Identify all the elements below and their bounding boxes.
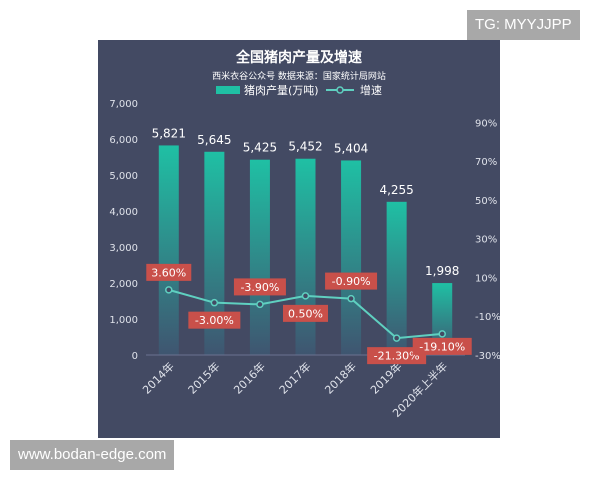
growth-label: -0.90%: [325, 272, 378, 290]
x-axis-tick-label: 2015年: [185, 359, 222, 396]
growth-line: [165, 286, 446, 342]
chart-panel: 全国猪肉产量及增速 西米衣谷公众号 数据来源：国家统计局网站 猪肉产量(万吨) …: [98, 40, 500, 438]
legend-line-label: 增速: [360, 83, 382, 97]
left-axis-tick-label: 1,000: [109, 315, 138, 326]
right-axis-tick-label: 30%: [475, 235, 497, 246]
left-axis-tick-label: 4,000: [109, 207, 138, 218]
right-axis-tick-label: 50%: [475, 196, 497, 207]
legend-line-marker: [336, 86, 344, 94]
x-axis-tick-label: 2016年: [231, 359, 268, 396]
production-bar: [432, 283, 453, 355]
growth-label-box: [412, 337, 472, 355]
growth-point: [347, 294, 355, 303]
production-bar: [295, 158, 316, 355]
chart-title: 全国猪肉产量及增速: [235, 49, 362, 66]
production-bars: [158, 145, 453, 355]
production-bar: [204, 151, 225, 355]
growth-label: -21.30%: [367, 347, 427, 365]
right-axis-tick-label: -10%: [475, 312, 500, 323]
left-axis-tick-label: 6,000: [109, 135, 138, 146]
production-bar-label: 5,821: [152, 126, 186, 140]
x-axis-tick-label: 2018年: [322, 359, 359, 396]
growth-label-text: -19.10%: [419, 340, 465, 353]
legend-bar-swatch: [216, 86, 240, 94]
left-axis: 0 1,000 2,000 3,000 4,000 5,000 6,000 7,000: [109, 99, 138, 362]
growth-label-text: -0.90%: [332, 275, 371, 288]
growth-point: [438, 330, 446, 338]
growth-label: 0.50%: [283, 304, 328, 322]
right-axis-tick-label: 10%: [475, 273, 497, 284]
growth-label: -3.90%: [233, 278, 286, 296]
production-bar-label: 5,404: [334, 141, 368, 155]
growth-point: [392, 334, 401, 342]
growth-label-box: [367, 347, 427, 365]
left-axis-tick-label: 3,000: [109, 243, 138, 254]
left-axis-tick-label: 0: [132, 351, 138, 362]
x-axis-tick-label: 2019年: [367, 359, 404, 396]
growth-point: [210, 298, 219, 307]
growth-label-box: [283, 304, 328, 322]
growth-label-box: [325, 272, 378, 290]
production-bar-labels: 5,821 5,645 5,425 5,452 5,404 4,255 1,998: [152, 126, 460, 278]
left-axis-tick-label: 5,000: [109, 171, 138, 182]
left-axis-tick-label: 2,000: [109, 279, 138, 290]
production-bar-label: 1,998: [425, 264, 459, 278]
growth-label-text: -3.90%: [240, 281, 279, 294]
right-axis: -30% -10% 10% 30% 50% 70% 90%: [475, 118, 500, 362]
production-bar: [386, 201, 407, 355]
legend: 猪肉产量(万吨) 增速: [216, 83, 382, 97]
production-bar: [341, 160, 362, 355]
legend-bar-label: 猪肉产量(万吨): [244, 83, 319, 97]
left-axis-tick-label: 7,000: [109, 99, 138, 110]
right-axis-tick-label: -30%: [475, 351, 500, 362]
production-bar: [158, 145, 179, 355]
right-axis-tick-label: 70%: [475, 157, 497, 168]
growth-point: [256, 300, 264, 309]
chart-subtitle: 西米衣谷公众号 数据来源：国家统计局网站: [212, 70, 386, 82]
right-axis-tick-label: 90%: [475, 118, 497, 129]
tg-watermark: TG: MYYJJPP: [467, 10, 580, 40]
growth-label: 3.60%: [146, 263, 192, 281]
pork-production-chart: 全国猪肉产量及增速 西米衣谷公众号 数据来源：国家统计局网站 猪肉产量(万吨) …: [109, 49, 500, 420]
production-bar-label: 4,255: [379, 183, 413, 197]
growth-label-box: [146, 263, 192, 281]
production-bar-label: 5,452: [288, 140, 322, 154]
growth-label-text: 0.50%: [288, 307, 323, 320]
growth-label-text: -3.00%: [195, 314, 234, 327]
site-watermark: www.bodan-edge.com: [10, 440, 175, 470]
x-axis-tick-label: 2017年: [276, 359, 313, 396]
production-bar-label: 5,645: [197, 133, 231, 147]
growth-label-box: [233, 278, 286, 296]
production-bar: [249, 159, 270, 355]
growth-label-box: [188, 311, 241, 329]
growth-point: [301, 292, 310, 300]
growth-labels: 3.60% -3.00% -3.90% 0.50% -0.90% -21.30%-19.1…: [146, 263, 472, 365]
production-bar-label: 5,425: [243, 141, 277, 155]
growth-label-text: -21.30%: [374, 350, 420, 363]
x-axis-tick-label: 2014年: [139, 359, 176, 396]
growth-point: [165, 286, 173, 294]
growth-label-text: 3.60%: [151, 266, 186, 279]
growth-label: -19.10%: [412, 337, 472, 355]
growth-label: -3.00%: [188, 311, 241, 329]
